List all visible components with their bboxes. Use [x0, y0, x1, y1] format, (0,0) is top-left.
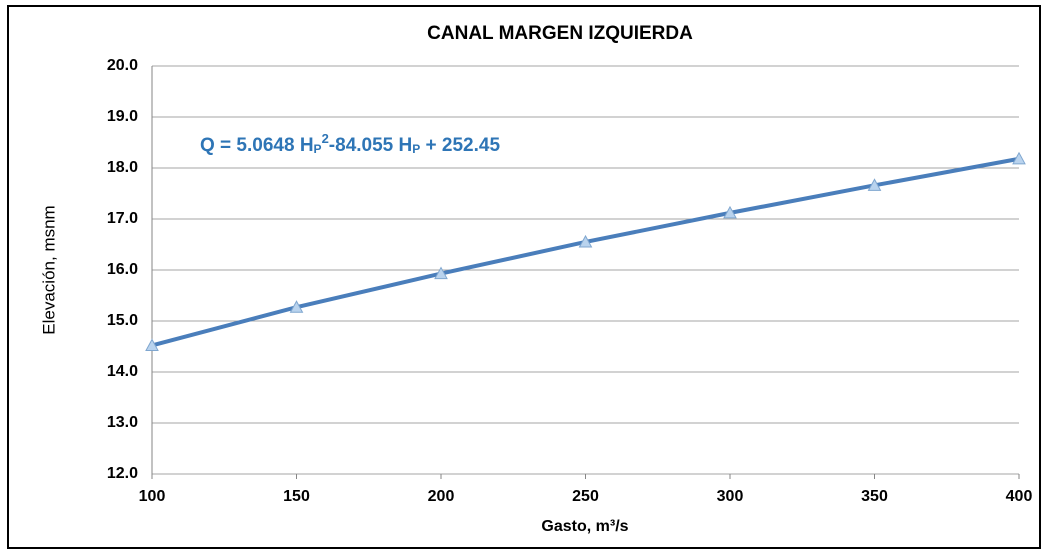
- y-tick-label: 13.0: [107, 414, 138, 431]
- data-point: [723, 205, 737, 219]
- equation-part: Q = 5.0648 H: [200, 135, 314, 156]
- equation-part: -84.055 H: [329, 135, 412, 156]
- y-tick-label: 15.0: [107, 312, 138, 329]
- chart-border: [7, 5, 1041, 549]
- x-tick-label: 350: [861, 488, 888, 505]
- y-axis-label: Elevación, msnm: [39, 205, 58, 334]
- x-tick-label: 200: [428, 488, 455, 505]
- y-tick-label: 19.0: [107, 108, 138, 125]
- equation-part: 2: [322, 131, 329, 146]
- x-tick-label: 150: [283, 488, 310, 505]
- data-point: [578, 234, 593, 248]
- equation-part: P: [412, 142, 420, 156]
- chart-title: CANAL MARGEN IZQUIERDA: [427, 23, 693, 44]
- y-tick-label: 20.0: [107, 57, 138, 74]
- x-tick-label: 250: [572, 488, 599, 505]
- y-tick-label: 12.0: [107, 465, 138, 482]
- data-point: [434, 266, 448, 280]
- data-point: [1012, 151, 1026, 165]
- equation-annotation: Q = 5.0648 HP2-84.055 HP + 252.45: [200, 131, 500, 156]
- y-tick-label: 17.0: [107, 210, 138, 227]
- x-tick-label: 100: [139, 488, 166, 505]
- y-tick-label: 18.0: [107, 159, 138, 176]
- data-point: [289, 300, 304, 313]
- x-axis-label: Gasto, m³/s: [541, 518, 628, 535]
- y-tick-label: 14.0: [107, 363, 138, 380]
- data-point: [145, 338, 159, 351]
- data-point: [867, 178, 882, 191]
- equation-part: P: [314, 142, 322, 156]
- y-tick-label: 16.0: [107, 261, 138, 278]
- x-tick-label: 400: [1006, 488, 1033, 505]
- x-tick-label: 300: [717, 488, 744, 505]
- equation-part: + 252.45: [420, 135, 500, 156]
